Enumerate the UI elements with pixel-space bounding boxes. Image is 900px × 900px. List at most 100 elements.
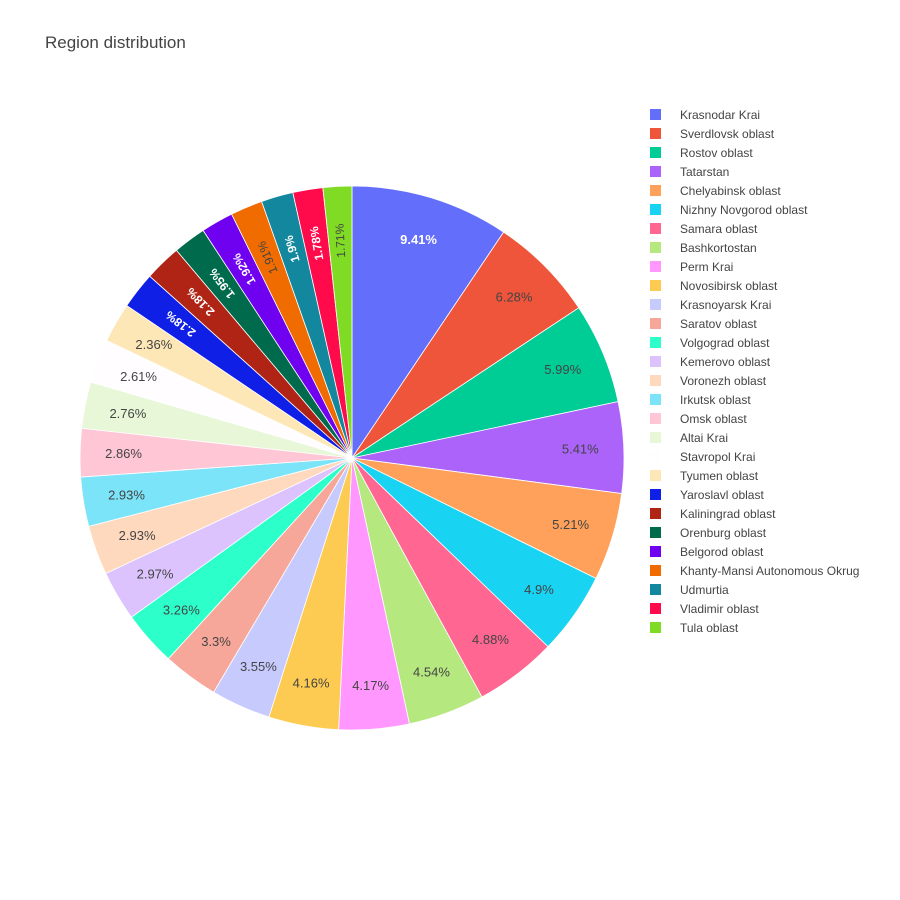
- legend-item[interactable]: Voronezh oblast: [650, 371, 859, 390]
- chart-title: Region distribution: [45, 33, 186, 52]
- legend-swatch: [650, 489, 661, 500]
- legend-label: Sverdlovsk oblast: [680, 126, 775, 141]
- legend-swatch: [650, 109, 661, 120]
- legend-swatch: [650, 451, 661, 462]
- legend-label: Chelyabinsk oblast: [680, 183, 781, 198]
- legend-swatch: [650, 622, 661, 633]
- legend-label: Perm Krai: [680, 259, 734, 274]
- legend-swatch: [650, 166, 661, 177]
- legend-label: Tula oblast: [680, 620, 739, 635]
- legend-label: Orenburg oblast: [680, 525, 767, 540]
- legend-item[interactable]: Altai Krai: [650, 428, 859, 447]
- slice-label: 2.36%: [135, 337, 172, 352]
- legend-item[interactable]: Chelyabinsk oblast: [650, 181, 859, 200]
- slice-label: 4.16%: [293, 675, 330, 690]
- legend-label: Tyumen oblast: [680, 468, 759, 483]
- legend-item[interactable]: Krasnoyarsk Krai: [650, 295, 859, 314]
- legend-item[interactable]: Bashkortostan: [650, 238, 859, 257]
- legend-swatch: [650, 280, 661, 291]
- legend-item[interactable]: Nizhny Novgorod oblast: [650, 200, 859, 219]
- slice-label: 4.17%: [352, 678, 389, 693]
- pie-slices: [79, 185, 625, 731]
- legend-label: Volgograd oblast: [680, 335, 770, 350]
- legend-swatch: [650, 413, 661, 424]
- legend-swatch: [650, 546, 661, 557]
- legend-swatch: [650, 508, 661, 519]
- legend-item[interactable]: Volgograd oblast: [650, 333, 859, 352]
- legend-item[interactable]: Belgorod oblast: [650, 542, 859, 561]
- legend-swatch: [650, 584, 661, 595]
- legend-label: Samara oblast: [680, 221, 758, 236]
- legend-item[interactable]: Tyumen oblast: [650, 466, 859, 485]
- legend-swatch: [650, 204, 661, 215]
- legend-label: Omsk oblast: [680, 411, 747, 426]
- legend-label: Nizhny Novgorod oblast: [680, 202, 808, 217]
- slice-label: 2.93%: [108, 487, 145, 502]
- legend-item[interactable]: Sverdlovsk oblast: [650, 124, 859, 143]
- legend: Krasnodar Krai Sverdlovsk oblast Rostov ob…: [650, 105, 859, 637]
- legend-item[interactable]: Novosibirsk oblast: [650, 276, 859, 295]
- legend-swatch: [650, 394, 661, 405]
- legend-swatch: [650, 375, 661, 386]
- slice-label: 2.97%: [137, 566, 174, 581]
- legend-label: Khanty-Mansi Autonomous Okrug: [680, 563, 860, 578]
- legend-label: Kemerovo oblast: [680, 354, 771, 369]
- slice-label: 1.71%: [332, 223, 348, 258]
- legend-item[interactable]: Orenburg oblast: [650, 523, 859, 542]
- legend-label: Irkutsk oblast: [680, 392, 751, 407]
- legend-swatch: [650, 603, 661, 614]
- legend-swatch: [650, 261, 661, 272]
- legend-item[interactable]: Kaliningrad oblast: [650, 504, 859, 523]
- slice-label: 5.21%: [552, 517, 589, 532]
- slice-label: 4.9%: [524, 582, 554, 597]
- legend-item[interactable]: Saratov oblast: [650, 314, 859, 333]
- slice-label: 2.93%: [119, 528, 156, 543]
- legend-label: Krasnoyarsk Krai: [680, 297, 772, 312]
- legend-label: Yaroslavl oblast: [680, 487, 764, 502]
- legend-swatch: [650, 185, 661, 196]
- legend-swatch: [650, 470, 661, 481]
- legend-label: Saratov oblast: [680, 316, 757, 331]
- slice-label: 3.3%: [201, 634, 231, 649]
- legend-label: Vladimir oblast: [680, 601, 759, 616]
- legend-item[interactable]: Rostov oblast: [650, 143, 859, 162]
- legend-swatch: [650, 432, 661, 443]
- legend-label: Rostov oblast: [680, 145, 753, 160]
- legend-swatch: [650, 223, 661, 234]
- slice-label: 3.55%: [240, 659, 277, 674]
- legend-swatch: [650, 565, 661, 576]
- legend-item[interactable]: Kemerovo oblast: [650, 352, 859, 371]
- slice-label: 9.41%: [400, 232, 437, 247]
- legend-item[interactable]: Udmurtia: [650, 580, 859, 599]
- legend-item[interactable]: Tula oblast: [650, 618, 859, 637]
- legend-item[interactable]: Irkutsk oblast: [650, 390, 859, 409]
- legend-label: Belgorod oblast: [680, 544, 764, 559]
- legend-label: Bashkortostan: [680, 240, 757, 255]
- legend-item[interactable]: Krasnodar Krai: [650, 105, 859, 124]
- slice-label: 2.76%: [109, 406, 146, 421]
- legend-label: Krasnodar Krai: [680, 107, 761, 122]
- legend-swatch: [650, 337, 661, 348]
- slice-label: 2.86%: [105, 446, 142, 461]
- legend-item[interactable]: Khanty-Mansi Autonomous Okrug: [650, 561, 859, 580]
- legend-label: Kaliningrad oblast: [680, 506, 776, 521]
- legend-swatch: [650, 147, 661, 158]
- pie-slice[interactable]: [322, 185, 353, 459]
- legend-swatch: [650, 128, 661, 139]
- legend-item[interactable]: Perm Krai: [650, 257, 859, 276]
- legend-item[interactable]: Vladimir oblast: [650, 599, 859, 618]
- legend-item[interactable]: Stavropol Krai: [650, 447, 859, 466]
- legend-item[interactable]: Samara oblast: [650, 219, 859, 238]
- pie-slice[interactable]: [351, 185, 505, 460]
- slice-label: 6.28%: [496, 289, 533, 304]
- legend-item[interactable]: Omsk oblast: [650, 409, 859, 428]
- slice-label: 5.41%: [562, 442, 599, 457]
- legend-item[interactable]: Tatarstan: [650, 162, 859, 181]
- legend-swatch: [650, 318, 661, 329]
- slice-label: 4.54%: [413, 665, 450, 680]
- slice-label: 4.88%: [472, 632, 509, 647]
- legend-swatch: [650, 356, 661, 367]
- legend-item[interactable]: Yaroslavl oblast: [650, 485, 859, 504]
- slice-label: 1.78%: [307, 225, 326, 261]
